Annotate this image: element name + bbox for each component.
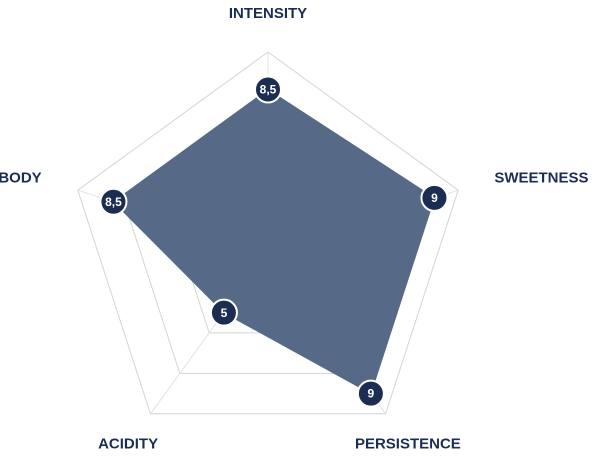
- axis-label: PERSISTENCE: [355, 436, 461, 453]
- data-point: [356, 379, 385, 408]
- value-label: 8,5: [260, 83, 277, 97]
- data-point: [99, 187, 128, 216]
- radar-area: [112, 88, 436, 395]
- data-point: [420, 183, 449, 212]
- value-label: 8,5: [105, 195, 122, 209]
- axis-label: ACIDITY: [98, 436, 158, 453]
- axis-label: SWEETNESS: [494, 169, 588, 186]
- value-label: 9: [431, 191, 438, 205]
- value-label: 9: [368, 387, 375, 401]
- value-label: 5: [221, 306, 228, 320]
- axis-label: INTENSITY: [229, 5, 307, 22]
- data-point: [254, 75, 282, 104]
- data-point: [209, 298, 238, 327]
- grid-ring: [77, 51, 459, 415]
- axis-label: BODY: [0, 169, 42, 186]
